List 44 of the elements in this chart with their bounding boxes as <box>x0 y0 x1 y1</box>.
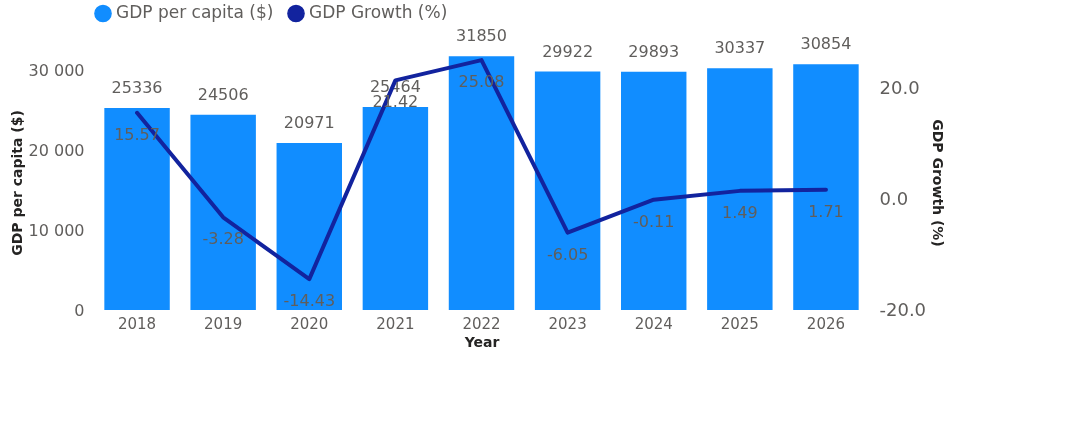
y-tick-label: 0 <box>74 300 85 320</box>
bar <box>276 142 342 310</box>
x-tick-label: 2021 <box>376 314 415 333</box>
bar <box>104 108 170 310</box>
y2-axis-title: GDP Growth (%) <box>930 119 947 247</box>
y2-tick-label: 0.0 <box>879 187 909 209</box>
data-label: 1.49 <box>722 202 758 222</box>
x-tick-label: 2026 <box>806 314 846 333</box>
y2-tick-label: -20.0 <box>879 298 927 320</box>
x-tick-label: 2025 <box>720 314 759 333</box>
data-label: 29893 <box>628 41 680 61</box>
bar <box>793 64 859 310</box>
data-label: 31850 <box>456 26 507 46</box>
x-tick-label: 2024 <box>634 314 673 333</box>
data-label: -0.11 <box>633 211 675 231</box>
x-tick-label: 2018 <box>117 314 157 333</box>
data-label: 24506 <box>197 84 249 104</box>
x-tick-label: 2022 <box>462 314 501 333</box>
bar <box>534 71 601 310</box>
y-axis-title: GDP per capita ($) <box>8 110 25 256</box>
bar <box>190 114 256 310</box>
y2-tick-label: 20.0 <box>879 76 920 98</box>
bar <box>621 71 687 310</box>
x-tick-label: 2019 <box>204 314 243 333</box>
x-tick-label: 2020 <box>290 314 329 333</box>
data-label: 1.71 <box>808 201 844 221</box>
data-label: 30337 <box>714 38 766 58</box>
bar <box>707 68 773 310</box>
y-tick-label: 10 000 <box>28 220 85 240</box>
data-label: 25336 <box>111 78 163 98</box>
data-label: 30854 <box>800 34 852 54</box>
y-tick-label: 20 000 <box>28 141 85 161</box>
x-tick-label: 2023 <box>548 314 587 333</box>
bar <box>362 107 429 310</box>
data-label: -6.05 <box>546 244 589 264</box>
data-label: 29922 <box>542 41 594 61</box>
data-label: 20971 <box>283 112 335 132</box>
data-label: -14.43 <box>283 291 336 311</box>
legend-label: GDP per capita ($) <box>116 2 274 23</box>
legend-label: GDP Growth (%) <box>309 2 448 23</box>
y-tick-label: 30 000 <box>28 61 85 81</box>
x-axis-title: Year <box>463 333 500 350</box>
data-label: -3.28 <box>202 229 244 249</box>
bar <box>448 56 515 310</box>
